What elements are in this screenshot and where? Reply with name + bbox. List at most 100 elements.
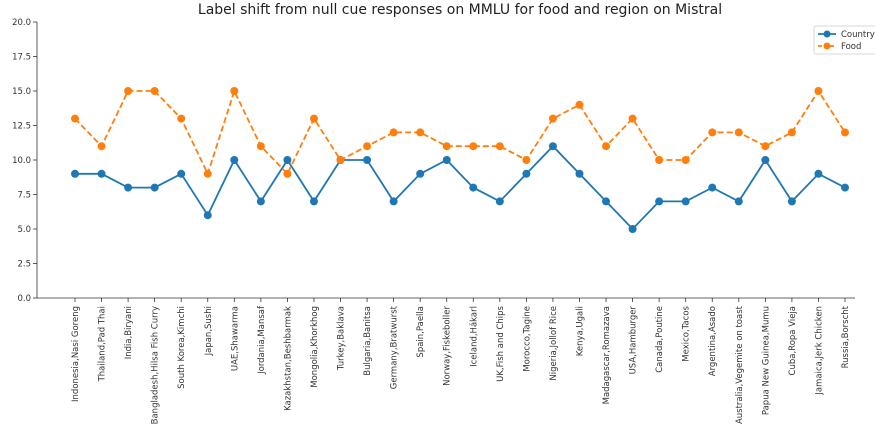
y-tick-label: 17.5: [12, 53, 31, 63]
point: [761, 156, 770, 164]
point: [628, 114, 637, 123]
point: [469, 183, 478, 192]
point: [283, 156, 292, 164]
point: [177, 114, 186, 123]
legend-marker: [823, 30, 831, 38]
point: [389, 197, 398, 206]
point: [787, 197, 796, 206]
point: [309, 197, 318, 206]
chart-title: Label shift from null cue responses on M…: [198, 2, 722, 18]
y-tick-label: 20.0: [12, 18, 31, 28]
point: [522, 156, 531, 164]
point: [655, 156, 664, 164]
point: [203, 169, 212, 178]
point: [495, 197, 504, 206]
legend-marker: [823, 42, 831, 50]
y-tick-label: 10.0: [12, 156, 31, 166]
y-tick-label: 12.5: [12, 122, 31, 132]
y-tick-label: 15.0: [12, 87, 31, 97]
legend-label: Country: [841, 30, 875, 40]
x-tick-label: Canada,Poutine: [655, 306, 665, 373]
point: [708, 183, 717, 192]
point: [681, 197, 690, 206]
y-tick-label: 5.0: [17, 225, 31, 235]
point: [442, 156, 451, 164]
point: [602, 197, 611, 206]
point: [283, 169, 292, 178]
point: [363, 156, 372, 164]
x-tick-label: Bangladesh,Hilsa Fish Curry: [151, 306, 161, 424]
point: [97, 142, 106, 151]
point: [203, 211, 212, 220]
point: [548, 114, 557, 123]
point: [150, 87, 159, 95]
x-tick-label: Bulgaria,Banitsa: [363, 306, 373, 376]
x-tick-label: Australia,Vegemite on toast: [735, 305, 745, 424]
x-tick-label: Mexico,Tacos: [682, 305, 692, 361]
point: [548, 142, 557, 151]
x-tick-label: Cuba,Ropa Vieja: [788, 306, 798, 375]
point: [309, 114, 318, 123]
point: [575, 169, 584, 178]
x-tick-label: Russia,Borscht: [841, 305, 851, 368]
point: [256, 197, 265, 206]
legend-label: Food: [841, 42, 861, 52]
point: [71, 114, 79, 123]
x-tick-label: Papua New Guinea,Mumu: [761, 306, 771, 415]
point: [495, 142, 504, 151]
point: [150, 183, 159, 192]
x-tick-label: UK,Fish and Chips: [496, 305, 506, 381]
point: [602, 142, 611, 151]
point: [787, 128, 796, 137]
point: [256, 142, 265, 151]
point: [575, 100, 584, 109]
point: [708, 128, 717, 137]
point: [230, 87, 239, 95]
point: [628, 225, 637, 233]
x-tick-label: Thailand,Pad Thai: [98, 306, 108, 382]
point: [734, 128, 743, 137]
x-tick-label: Jordania,Mansaf: [257, 305, 267, 375]
x-tick-label: UAE,Shawarma: [230, 306, 240, 371]
x-tick-label: Mongolia,Khorkhog: [310, 306, 320, 388]
point: [416, 128, 425, 137]
y-tick-label: 2.5: [17, 260, 31, 270]
point: [841, 183, 849, 192]
point: [814, 87, 823, 95]
point: [469, 142, 478, 151]
point: [841, 128, 849, 137]
y-tick-label: 0.0: [17, 294, 31, 304]
x-tick-label: Kazakhstan,Beshbarmak: [283, 306, 293, 411]
x-tick-label: USA,Hamburger: [629, 305, 639, 374]
point: [124, 87, 133, 95]
point: [416, 169, 425, 178]
point: [124, 183, 133, 192]
x-tick-label: Germany,Bratwurst: [390, 305, 400, 389]
point: [71, 169, 79, 178]
series-line: [74, 88, 846, 177]
point: [761, 142, 770, 151]
y-tick-label: 7.5: [17, 191, 31, 201]
series-line: [75, 144, 846, 231]
x-tick-label: Jamaica,Jerk Chicken: [814, 306, 824, 396]
x-tick-label: Argentina,Asado: [708, 306, 718, 376]
x-tick-label: Morocco,Tagine: [522, 306, 532, 372]
x-tick-label: Turkey,Baklava: [337, 306, 347, 371]
x-tick-label: Japan,Sushi: [204, 306, 214, 356]
point: [363, 142, 372, 151]
x-tick-label: Iceland,Hákarl: [469, 306, 479, 367]
x-tick-label: India,Biryani: [124, 306, 134, 359]
point: [681, 156, 690, 164]
point: [177, 169, 186, 178]
point: [734, 197, 743, 206]
x-tick-label: Kenya,Ugali: [575, 306, 585, 356]
point: [442, 142, 451, 151]
point: [814, 169, 823, 178]
x-tick-label: Madagascar,Romazava: [602, 306, 612, 404]
x-tick-label: Indonesia,Nasi Goreng: [71, 306, 81, 402]
x-tick-label: South Korea,Kimchi: [177, 306, 187, 389]
x-tick-label: Nigeria,Jollof Rice: [549, 306, 559, 381]
point: [230, 156, 239, 164]
point: [336, 156, 345, 164]
x-tick-label: Norway,Fiskeboller: [443, 306, 453, 386]
